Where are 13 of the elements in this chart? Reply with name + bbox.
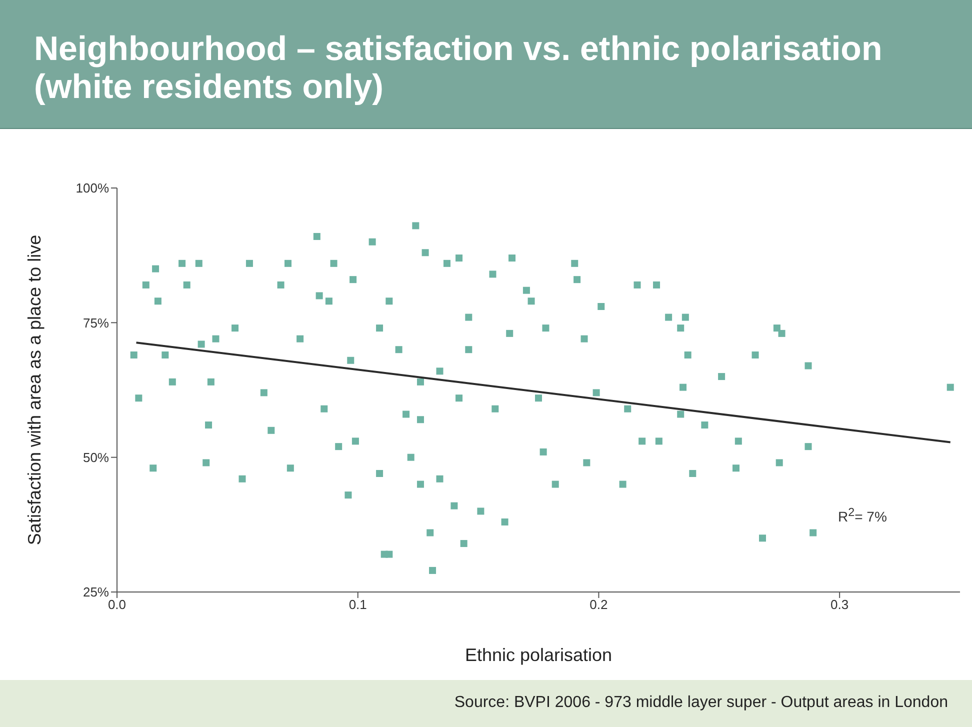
y-axis-title: Satisfaction with area as a place to live — [24, 234, 44, 546]
x-tick-label: 0.1 — [348, 597, 367, 612]
source-note: Source: BVPI 2006 - 973 middle layer super - Output areas in London — [454, 694, 948, 712]
y-tick-label: 50% — [82, 450, 110, 465]
x-tick-label: 0.3 — [830, 597, 849, 612]
x-tick-label: 0.2 — [590, 597, 608, 612]
x-tick-label: 0.0 — [108, 597, 126, 612]
y-tick-label: 25% — [82, 584, 110, 600]
y-tick-label: 100% — [76, 180, 110, 196]
x-axis-title: Ethnic polarisation — [464, 645, 612, 665]
y-tick-label: 75% — [82, 315, 110, 330]
annotation: R$^{2}$= 7% — [838, 506, 887, 525]
chart-title: Neighbourhood – satisfaction vs. ethnic polarisation (white residents only) — [34, 30, 884, 106]
